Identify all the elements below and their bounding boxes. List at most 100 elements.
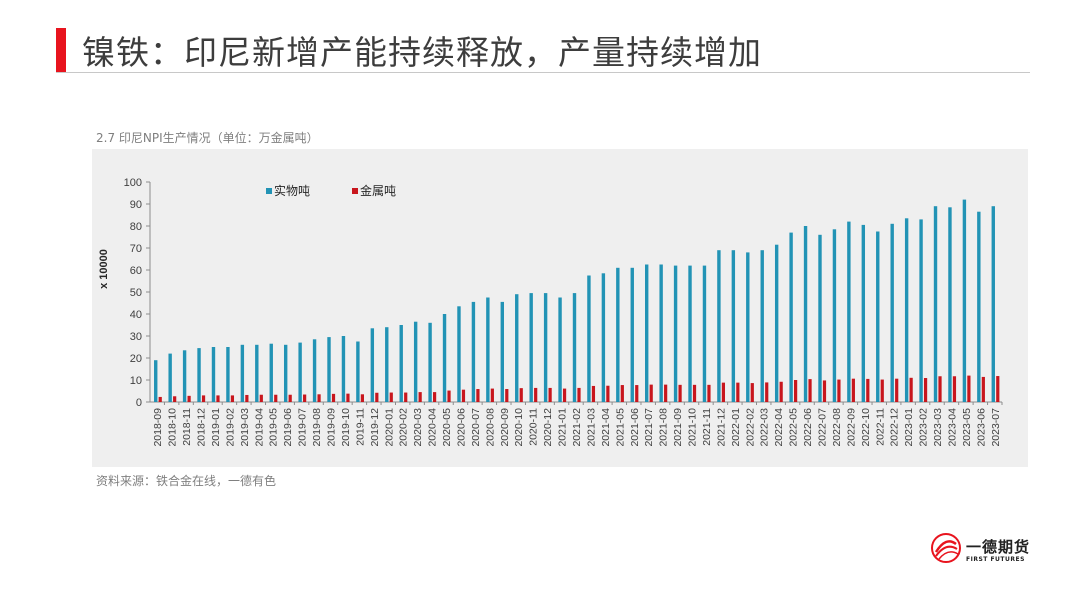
bar-shiwudun — [977, 211, 981, 402]
x-tick-label: 2019-06 — [282, 408, 294, 447]
y-tick-label: 0 — [136, 397, 142, 409]
x-tick-label: 2022-03 — [759, 408, 771, 447]
x-tick-label: 2020-06 — [455, 408, 467, 447]
bar-shiwudun — [904, 218, 909, 402]
bar-shiwudun — [587, 275, 591, 402]
bar-jinshudun — [765, 382, 769, 402]
bar-jinshudun — [707, 384, 711, 402]
bar-shiwudun — [991, 206, 995, 402]
x-tick-label: 2019-05 — [268, 408, 280, 447]
x-tick-label: 2021-02 — [571, 408, 583, 447]
x-tick-label: 2019-07 — [297, 408, 309, 447]
bar-shiwudun — [731, 250, 736, 402]
bar-shiwudun — [312, 339, 317, 402]
bar-shiwudun — [182, 350, 187, 402]
bar-shiwudun — [428, 322, 432, 402]
bar-shiwudun — [486, 297, 490, 402]
bar-shiwudun — [226, 347, 230, 402]
bar-jinshudun — [938, 376, 942, 402]
bar-shiwudun — [948, 207, 952, 402]
x-tick-label: 2021-07 — [643, 408, 655, 447]
bar-jinshudun — [591, 385, 596, 402]
x-tick-label: 2023-02 — [918, 408, 930, 447]
y-tick-label: 60 — [130, 265, 142, 277]
x-tick-label: 2020-11 — [528, 408, 540, 446]
bar-shiwudun — [962, 199, 967, 402]
bar-jinshudun — [519, 388, 523, 402]
y-tick-label: 20 — [130, 353, 142, 365]
x-tick-label: 2021-01 — [557, 408, 569, 447]
bar-jinshudun — [303, 394, 307, 402]
x-tick-label: 2019-09 — [326, 408, 338, 447]
bar-shiwudun — [197, 348, 201, 402]
bar-shiwudun — [471, 301, 476, 402]
bar-jinshudun — [779, 381, 783, 402]
bar-jinshudun — [173, 396, 177, 402]
bar-shiwudun — [890, 223, 894, 402]
bar-jinshudun — [794, 380, 798, 402]
x-tick-label: 2020-08 — [484, 408, 496, 447]
bar-shiwudun — [399, 325, 403, 402]
legend-label: 金属吨 — [360, 183, 396, 198]
x-tick-label: 2021-03 — [585, 408, 597, 447]
legend-swatch — [266, 188, 272, 194]
bar-jinshudun — [635, 385, 639, 402]
x-tick-label: 2022-06 — [802, 408, 814, 447]
bar-shiwudun — [630, 267, 634, 402]
bar-shiwudun — [933, 206, 938, 402]
bar-jinshudun — [447, 390, 451, 402]
x-tick-label: 2020-02 — [398, 408, 410, 447]
bar-shiwudun — [442, 314, 447, 402]
bar-shiwudun — [356, 341, 360, 402]
x-tick-label: 2019-04 — [253, 408, 265, 447]
bar-jinshudun — [923, 378, 928, 402]
bar-shiwudun — [327, 337, 331, 402]
x-tick-label: 2021-04 — [600, 408, 612, 447]
bar-jinshudun — [996, 376, 1000, 402]
y-tick-label: 40 — [130, 309, 142, 321]
bar-shiwudun — [789, 232, 793, 402]
y-tick-label: 50 — [130, 287, 142, 299]
bar-jinshudun — [692, 384, 697, 402]
bar-jinshudun — [432, 392, 437, 402]
x-tick-label: 2020-05 — [441, 408, 453, 447]
bar-jinshudun — [201, 395, 206, 402]
bar-jinshudun — [750, 383, 754, 402]
company-logo: 一德期货 FIRST FUTURES — [930, 532, 1040, 572]
bar-shiwudun — [673, 265, 678, 402]
bar-jinshudun — [678, 384, 682, 402]
bar-jinshudun — [187, 395, 191, 402]
bar-shiwudun — [659, 264, 663, 402]
x-tick-label: 2021-11 — [701, 408, 713, 446]
x-tick-label: 2019-01 — [210, 408, 222, 447]
x-tick-label: 2019-11 — [354, 408, 366, 446]
bar-jinshudun — [288, 394, 292, 402]
bar-shiwudun — [601, 273, 606, 402]
bar-shiwudun — [818, 234, 822, 402]
bar-shiwudun — [168, 353, 172, 402]
bar-jinshudun — [317, 394, 321, 402]
bar-jinshudun — [967, 375, 971, 402]
bar-jinshudun — [418, 392, 422, 402]
bar-jinshudun — [880, 379, 884, 402]
bar-jinshudun — [216, 395, 220, 402]
bar-shiwudun — [240, 344, 245, 402]
bar-jinshudun — [866, 378, 870, 402]
bar-jinshudun — [505, 389, 509, 402]
x-tick-label: 2021-05 — [614, 408, 626, 447]
bar-jinshudun — [981, 376, 985, 402]
x-tick-label: 2022-07 — [816, 408, 828, 447]
bar-shiwudun — [283, 344, 288, 402]
x-tick-label: 2020-01 — [383, 408, 395, 447]
x-tick-label: 2020-04 — [427, 408, 439, 447]
bar-shiwudun — [861, 224, 866, 402]
bar-jinshudun — [909, 377, 913, 402]
legend-swatch — [352, 188, 358, 194]
bar-shiwudun — [255, 344, 259, 402]
x-tick-label: 2022-12 — [889, 408, 901, 447]
bar-shiwudun — [154, 360, 158, 402]
x-tick-label: 2023-06 — [975, 408, 987, 447]
x-tick-label: 2022-04 — [773, 408, 785, 447]
x-tick-label: 2022-02 — [744, 408, 756, 447]
bar-jinshudun — [606, 385, 610, 402]
